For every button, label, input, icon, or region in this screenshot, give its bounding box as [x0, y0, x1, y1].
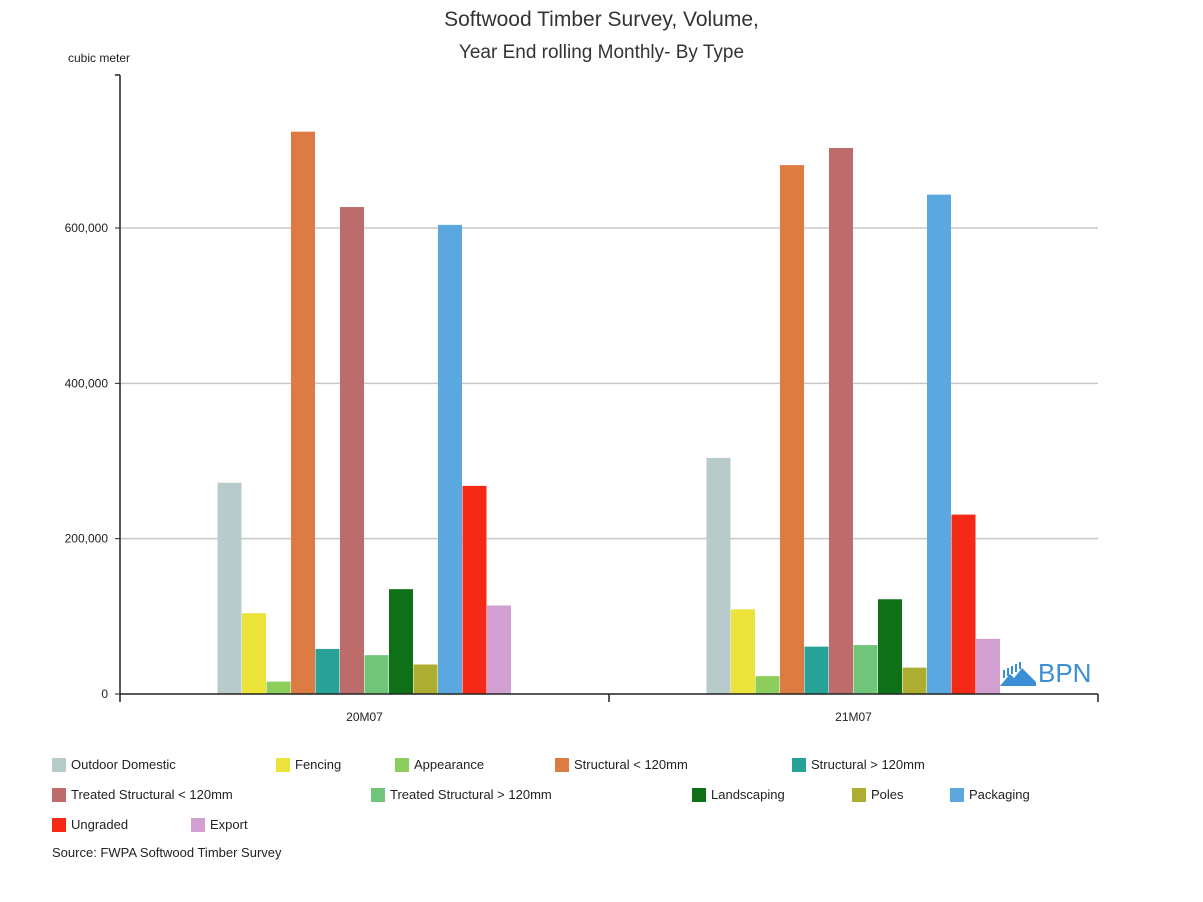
bar [976, 638, 1000, 694]
bar [266, 681, 291, 694]
bar [829, 148, 853, 695]
y-tick-label: 0 [101, 687, 108, 701]
bar [706, 457, 731, 694]
chart-title: Softwood Timber Survey, Volume, [444, 8, 759, 31]
axes: 0 200,000 400,000 600,000 20M07 21M07 [65, 74, 1099, 724]
bar [242, 613, 266, 694]
bar [315, 648, 340, 694]
bar [487, 605, 511, 694]
y-tick-label: 400,000 [65, 376, 109, 390]
bar [731, 609, 755, 694]
bar [804, 646, 829, 694]
bar [462, 485, 487, 694]
bars [217, 131, 1000, 695]
bar [389, 589, 413, 694]
bar [755, 676, 780, 694]
chart-subtitle: Year End rolling Monthly- By Type [458, 42, 745, 63]
mountain-logo-icon [1000, 662, 1036, 686]
bpn-logo: BPN [1000, 660, 1091, 686]
bar [853, 645, 878, 694]
y-tick-label: 600,000 [65, 221, 109, 235]
bar [878, 599, 902, 694]
y-tick-label: 200,000 [65, 532, 109, 546]
x-tick-label: 21M07 [835, 710, 872, 724]
y-axis-label: cubic meter [68, 51, 131, 65]
bar [951, 514, 976, 694]
source-note: Source: FWPA Softwood Timber Survey [52, 845, 282, 860]
bar [413, 664, 438, 694]
bar [291, 131, 315, 694]
bar [217, 482, 242, 694]
bar [340, 207, 364, 694]
bar [902, 667, 927, 694]
bar [438, 224, 462, 695]
x-tick-label: 20M07 [346, 710, 383, 724]
bar [927, 194, 951, 694]
bar [364, 655, 389, 694]
gridlines [120, 227, 1098, 540]
logo-text: BPN [1038, 658, 1092, 688]
bar [780, 165, 804, 695]
